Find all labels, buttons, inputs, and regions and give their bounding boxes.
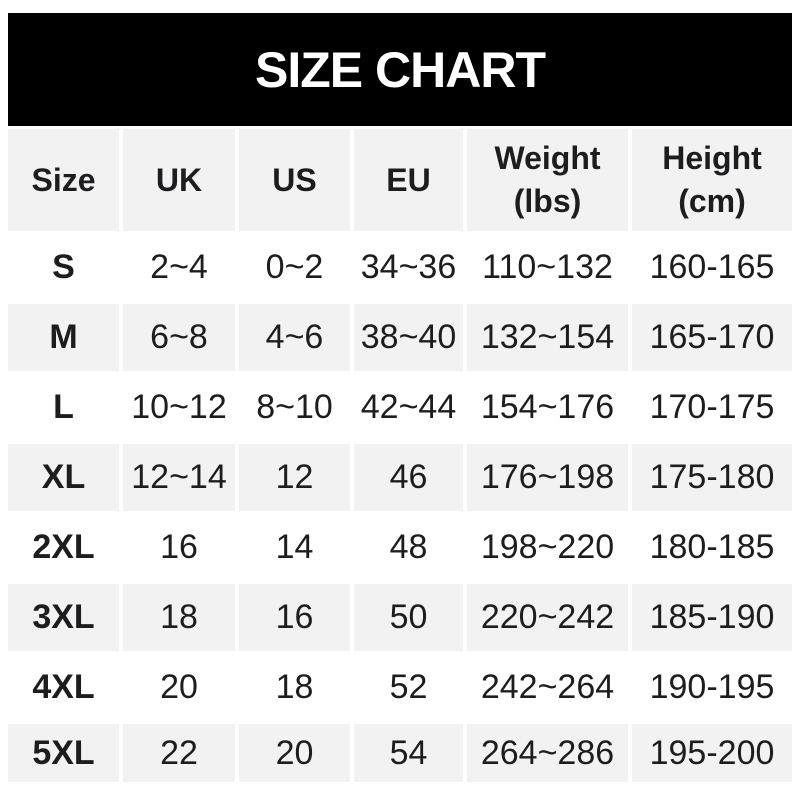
- column-header-height: Height (cm): [632, 129, 792, 231]
- cell-size: 3XL: [8, 584, 119, 651]
- column-header-weight-line2: (lbs): [513, 183, 582, 219]
- cell-weight: 264~286: [467, 724, 628, 782]
- cell-eu: 34~36: [354, 234, 463, 301]
- table-row-3xl: 3XL 18 16 50 220~242 185-190: [8, 584, 792, 651]
- cell-us: 18: [239, 654, 350, 721]
- column-header-weight-line1: Weight: [494, 140, 601, 177]
- size-table: Size UK US EU Weight (lbs) Height (cm) S…: [4, 126, 796, 785]
- column-header-eu: EU: [354, 129, 463, 231]
- cell-size: L: [8, 374, 119, 441]
- column-header-size: Size: [8, 129, 119, 231]
- banner-title: SIZE CHART: [255, 41, 546, 98]
- cell-weight: 220~242: [467, 584, 628, 651]
- header-row: Size UK US EU Weight (lbs) Height (cm): [8, 129, 792, 231]
- cell-uk: 22: [123, 724, 235, 782]
- cell-eu: 38~40: [354, 304, 463, 371]
- table-row-4xl: 4XL 20 18 52 242~264 190-195: [8, 654, 792, 721]
- column-header-us: US: [239, 129, 350, 231]
- cell-weight: 176~198: [467, 444, 628, 511]
- cell-weight: 110~132: [467, 234, 628, 301]
- cell-height: 175-180: [632, 444, 792, 511]
- cell-height: 195-200: [632, 724, 792, 782]
- cell-height: 190-195: [632, 654, 792, 721]
- column-header-height-line2: (cm): [678, 183, 746, 219]
- cell-eu: 46: [354, 444, 463, 511]
- cell-size: S: [8, 234, 119, 301]
- cell-height: 180-185: [632, 514, 792, 581]
- cell-eu: 54: [354, 724, 463, 782]
- table-row-xl: XL 12~14 12 46 176~198 175-180: [8, 444, 792, 511]
- cell-size: 5XL: [8, 724, 119, 782]
- cell-size: M: [8, 304, 119, 371]
- cell-uk: 20: [123, 654, 235, 721]
- cell-uk: 2~4: [123, 234, 235, 301]
- table-row-2xl: 2XL 16 14 48 198~220 180-185: [8, 514, 792, 581]
- cell-us: 0~2: [239, 234, 350, 301]
- cell-uk: 6~8: [123, 304, 235, 371]
- table-row-5xl: 5XL 22 20 54 264~286 195-200: [8, 724, 792, 782]
- cell-uk: 18: [123, 584, 235, 651]
- cell-us: 16: [239, 584, 350, 651]
- cell-height: 185-190: [632, 584, 792, 651]
- cell-size: 4XL: [8, 654, 119, 721]
- column-header-uk: UK: [123, 129, 235, 231]
- column-header-weight: Weight (lbs): [467, 129, 628, 231]
- table-row-s: S 2~4 0~2 34~36 110~132 160-165: [8, 234, 792, 301]
- cell-us: 4~6: [239, 304, 350, 371]
- cell-us: 20: [239, 724, 350, 782]
- cell-uk: 12~14: [123, 444, 235, 511]
- table-row-m: M 6~8 4~6 38~40 132~154 165-170: [8, 304, 792, 371]
- table-row-l: L 10~12 8~10 42~44 154~176 170-175: [8, 374, 792, 441]
- cell-us: 8~10: [239, 374, 350, 441]
- cell-us: 14: [239, 514, 350, 581]
- cell-weight: 198~220: [467, 514, 628, 581]
- cell-uk: 16: [123, 514, 235, 581]
- size-chart-banner: SIZE CHART: [8, 13, 792, 126]
- cell-eu: 48: [354, 514, 463, 581]
- cell-uk: 10~12: [123, 374, 235, 441]
- cell-size: XL: [8, 444, 119, 511]
- cell-weight: 242~264: [467, 654, 628, 721]
- cell-size: 2XL: [8, 514, 119, 581]
- cell-us: 12: [239, 444, 350, 511]
- cell-height: 165-170: [632, 304, 792, 371]
- cell-weight: 132~154: [467, 304, 628, 371]
- cell-eu: 50: [354, 584, 463, 651]
- cell-height: 170-175: [632, 374, 792, 441]
- cell-weight: 154~176: [467, 374, 628, 441]
- cell-eu: 52: [354, 654, 463, 721]
- column-header-height-line1: Height: [662, 140, 762, 177]
- cell-eu: 42~44: [354, 374, 463, 441]
- cell-height: 160-165: [632, 234, 792, 301]
